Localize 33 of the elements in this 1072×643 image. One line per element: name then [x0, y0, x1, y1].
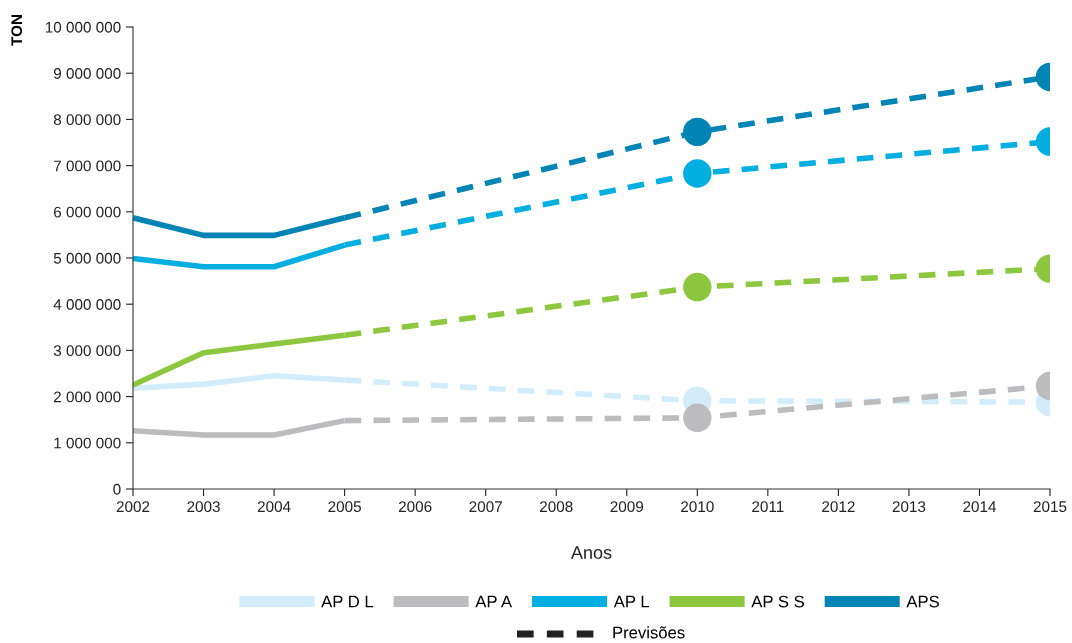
x-tick-label: 2012: [822, 501, 855, 513]
x-tick-label: 2009: [610, 501, 644, 513]
x-tick-label: 2008: [540, 501, 573, 513]
x-tick-label: 2002: [116, 501, 150, 513]
y-tick-label: 5 000 000: [53, 252, 121, 264]
y-axis-title: TON: [11, 15, 23, 46]
y-tick-label: 0: [113, 483, 121, 495]
x-tick-label: 2007: [469, 501, 502, 513]
x-tick-label: 2015: [1033, 501, 1067, 513]
legend-label: AP S S: [751, 595, 804, 608]
x-tick-label: 2010: [681, 501, 714, 513]
x-tick-label: 2005: [328, 501, 361, 513]
y-tick-label: 3 000 000: [53, 345, 121, 357]
y-tick-label: 6 000 000: [54, 206, 121, 218]
x-tick-label: 2006: [398, 501, 432, 513]
y-tick-label: 7 000 000: [54, 160, 121, 172]
legend-label: AP L: [613, 595, 650, 608]
y-tick-label: 9 000 000: [53, 68, 121, 79]
x-tick-label: 2013: [892, 501, 926, 513]
x-tick-label: 2014: [963, 501, 997, 513]
x-tick-label: 2004: [257, 501, 291, 513]
legend-label: AP D L: [321, 595, 374, 608]
y-tick-label: 4 000 000: [53, 299, 121, 310]
x-tick-label: 2003: [187, 501, 220, 513]
y-tick-label: 10 000 000: [45, 21, 121, 33]
legend-label: AP A: [475, 595, 513, 608]
y-tick-label: 8 000 000: [53, 114, 121, 126]
y-tick-label: 1 000 000: [54, 437, 121, 449]
legend-label: APS: [906, 595, 939, 608]
x-tick-label: 2011: [752, 501, 784, 513]
y-tick-label: 2 000 000: [54, 391, 121, 403]
text: Previsões: [613, 626, 685, 639]
x-axis-title: Anos: [570, 546, 612, 559]
